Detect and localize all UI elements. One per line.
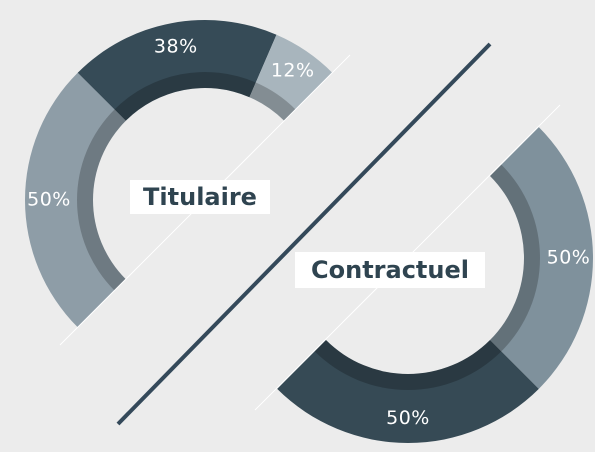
value-label: 50% [547, 247, 591, 269]
segment-shade [77, 109, 126, 291]
value-label: 50% [27, 189, 71, 211]
segment-shade [490, 164, 540, 352]
chart-title: Titulaire [143, 183, 257, 211]
segment-shade [249, 82, 296, 121]
donut-segment [249, 34, 333, 121]
label-box [130, 180, 270, 214]
segment-shade [314, 340, 502, 391]
value-label: 38% [154, 35, 198, 57]
segment-shade [114, 71, 256, 121]
divider [116, 42, 492, 426]
donut-segment [277, 340, 539, 444]
value-label: 50% [386, 407, 430, 429]
donut-segment [77, 20, 277, 121]
donut-segment [490, 127, 593, 389]
donut-segment [24, 72, 126, 328]
chart-title: Contractuel [311, 256, 469, 284]
label-box [295, 252, 485, 288]
value-label: 12% [271, 59, 315, 81]
